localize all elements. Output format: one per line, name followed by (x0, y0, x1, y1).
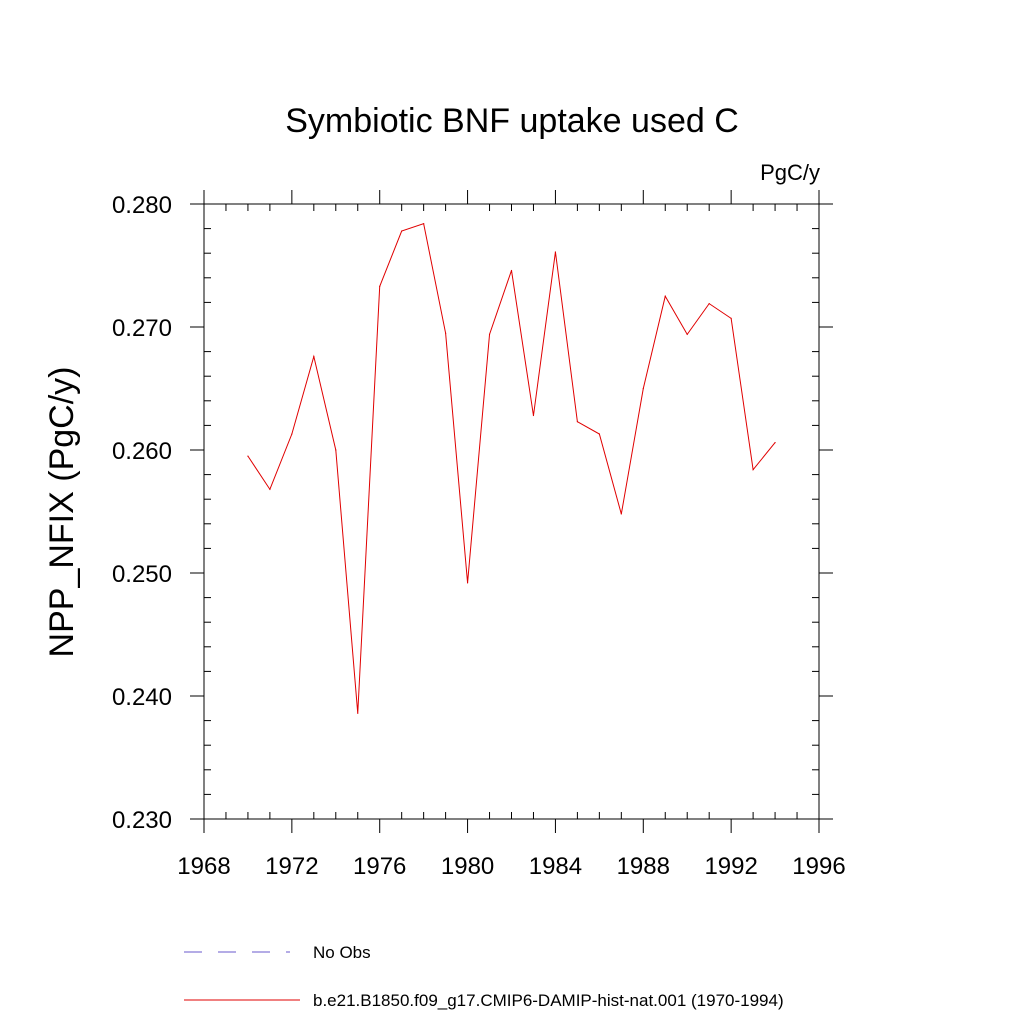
y-tick-label: 0.240 (112, 684, 172, 711)
x-tick-label: 1988 (617, 853, 670, 880)
data-point (379, 285, 381, 288)
data-point (532, 414, 535, 417)
x-tick-label: 1976 (353, 853, 406, 880)
x-tick-label: 1984 (529, 853, 582, 880)
data-point (774, 442, 776, 444)
data-point (445, 332, 447, 334)
y-axis-label: NPP_NFIX (PgC/y) (43, 367, 81, 658)
legend-label-model-run: b.e21.B1850.f09_g17.CMIP6-DAMIP-hist-nat… (313, 991, 784, 1010)
data-point (686, 333, 688, 335)
legend-label-no-obs: No Obs (313, 943, 371, 962)
data-point (642, 387, 644, 390)
axis-tick-labels: 1968 1972 1976 1980 1984 1988 1992 1996 0.230 0.2… (112, 192, 846, 880)
data-point (401, 230, 403, 232)
data-point (664, 295, 666, 297)
data-point (291, 433, 293, 435)
data-point (708, 303, 710, 305)
data-point (730, 317, 732, 319)
y-tick-label: 0.230 (112, 807, 172, 834)
data-point (335, 449, 337, 451)
data-point (598, 433, 600, 435)
x-tick-label: 1972 (265, 853, 318, 880)
data-point (466, 582, 469, 584)
data-point (488, 333, 491, 335)
data-point (510, 269, 513, 272)
y-tick-label: 0.280 (112, 192, 172, 219)
y-tick-label: 0.250 (112, 561, 172, 588)
data-point (576, 421, 578, 423)
series-layer (247, 223, 776, 714)
x-tick-label: 1992 (704, 853, 757, 880)
y-tick-label: 0.270 (112, 315, 172, 342)
data-point (357, 712, 359, 714)
data-point (554, 251, 557, 253)
legend: No Obs b.e21.B1850.f09_g17.CMIP6-DAMIP-h… (184, 943, 784, 1010)
plot-frame (203, 203, 820, 820)
data-point (247, 455, 249, 457)
data-point (313, 355, 315, 358)
data-point (269, 488, 271, 490)
chart-title: Symbiotic BNF uptake used C (285, 102, 739, 140)
y-tick-label: 0.260 (112, 438, 172, 465)
data-point (423, 223, 425, 225)
axis-ticks (190, 190, 833, 833)
x-tick-label: 1968 (177, 853, 230, 880)
x-tick-label: 1996 (792, 853, 845, 880)
data-point (620, 513, 622, 515)
x-tick-label: 1980 (441, 853, 494, 880)
units-label: PgC/y (760, 160, 820, 185)
series-line-0 (247, 223, 776, 714)
data-point (752, 469, 754, 471)
